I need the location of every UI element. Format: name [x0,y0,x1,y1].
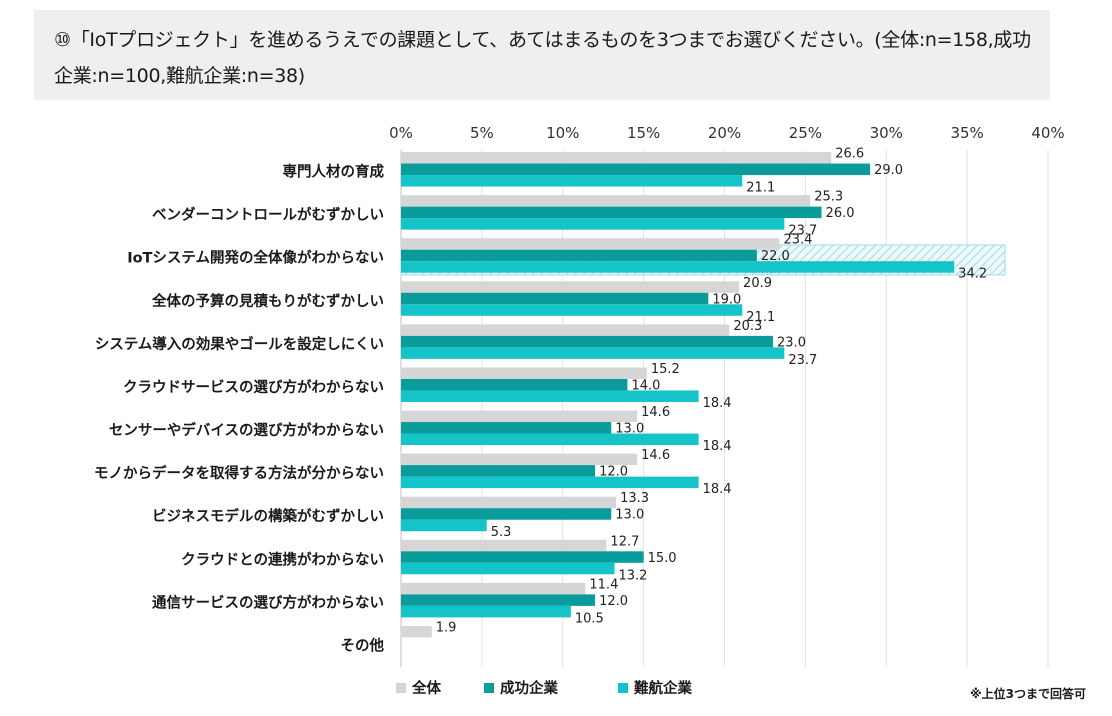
legend-label: 全体 [411,679,441,697]
legend-swatch [618,683,628,693]
bar-難航企業 [401,218,785,230]
bar-全体 [401,152,832,164]
bar-全体 [401,367,647,379]
data-label: 14.6 [641,448,670,463]
bar-全体 [401,238,780,250]
bar-難航企業 [401,347,785,359]
x-tick-label: 15% [627,124,660,142]
bar-成功企業 [401,163,871,176]
x-tick-label: 0% [389,124,413,142]
bar-成功企業 [401,594,596,606]
chart-title: ⑩「IoTプロジェクト」を進めるうえでの課題として、あてはまるものを3つまでお選… [54,29,1031,87]
data-label: 22.0 [761,249,790,264]
x-tick-label: 20% [708,124,741,142]
bar-成功企業 [401,249,757,262]
bar-全体 [401,324,730,336]
category-label: ビジネスモデルの構築がむずかしい [152,507,384,525]
bar-成功企業 [401,422,612,434]
bar-全体 [401,539,607,552]
data-label: 18.4 [703,482,732,497]
category-label: 全体の予算の見積もりがむずかしい [151,292,384,310]
bar-難航企業 [401,476,699,489]
bar-全体 [401,281,740,293]
category-label: クラウドサービスの選び方がわからない [123,378,384,396]
x-tick-label: 25% [789,124,822,142]
data-label: 12.0 [599,594,628,609]
category-label: センサーやデバイスの選び方がわからない [109,421,384,439]
data-label: 19.0 [712,292,741,307]
data-label: 26.0 [826,206,855,221]
legend-label: 成功企業 [500,679,558,697]
legend-swatch [396,683,406,693]
bar-全体 [401,582,586,595]
category-label: モノからデータを取得する方法が分からない [94,464,384,482]
data-label: 14.6 [641,405,670,420]
title-box: ⑩「IoTプロジェクト」を進めるうえでの課題として、あてはまるものを3つまでお選… [34,10,1050,100]
data-label: 15.0 [648,551,677,566]
bar-成功企業 [401,335,774,348]
category-label: システム導入の効果やゴールを設定しにくい [95,335,384,353]
legend-swatch [484,683,494,693]
x-tick-label: 40% [1031,124,1064,142]
bar-成功企業 [401,465,596,477]
data-label: 10.5 [575,611,604,626]
bar-成功企業 [401,551,644,563]
bar-難航企業 [401,261,955,273]
bar-成功企業 [401,378,628,391]
data-label: 26.6 [835,147,864,162]
data-label: 23.7 [788,353,817,368]
data-label: 1.9 [436,620,457,635]
bar-成功企業 [401,292,709,305]
data-label: 25.3 [814,190,843,205]
x-tick-label: 30% [870,124,903,142]
category-label: クラウドとの連携がわからない [181,550,384,568]
category-label: 専門人材の育成 [283,163,385,181]
bar-全体 [401,453,638,466]
data-label: 20.3 [733,319,762,334]
bar-成功企業 [401,508,612,520]
data-label: 13.3 [620,491,649,506]
data-label: 18.4 [703,439,732,454]
data-label: 23.0 [777,335,806,350]
footnote: ※上位3つまで回答可 [969,687,1086,701]
bar-難航企業 [401,175,743,187]
data-label: 13.0 [615,422,644,437]
data-label: 13.0 [615,508,644,523]
bar-全体 [401,410,638,423]
data-label: 21.1 [746,310,775,325]
data-label: 21.1 [746,181,775,196]
data-label: 5.3 [491,525,512,540]
data-label: 18.4 [703,396,732,411]
category-label: 通信サービスの選び方がわからない [152,593,384,611]
data-label: 11.4 [589,577,618,592]
data-label: 20.9 [743,276,772,291]
x-tick-label: 35% [950,124,983,142]
category-label: その他 [341,636,385,654]
bar-成功企業 [401,206,822,219]
data-label: 12.7 [610,534,639,549]
data-label: 13.2 [619,568,648,583]
bar-難航企業 [401,433,699,446]
legend-label: 難航企業 [634,679,692,697]
x-tick-label: 10% [546,124,579,142]
data-label: 29.0 [874,163,903,178]
bar-難航企業 [401,562,615,575]
bar-難航企業 [401,519,487,532]
category-label: IoTシステム開発の全体像がわからない [127,249,384,267]
data-label: 15.2 [651,362,680,377]
bar-全体 [401,496,617,509]
data-label: 34.2 [958,267,987,282]
bar-難航企業 [401,304,743,316]
bar-全体 [401,625,432,638]
category-label: ベンダーコントロールがむずかしい [152,206,384,224]
data-label: 12.0 [599,465,628,480]
x-tick-label: 5% [470,124,494,142]
bar-難航企業 [401,390,699,402]
data-label: 14.0 [631,378,660,393]
bar-全体 [401,195,811,207]
data-label: 23.4 [783,233,812,248]
data-label: 23.7 [788,224,817,239]
bar-難航企業 [401,605,571,618]
